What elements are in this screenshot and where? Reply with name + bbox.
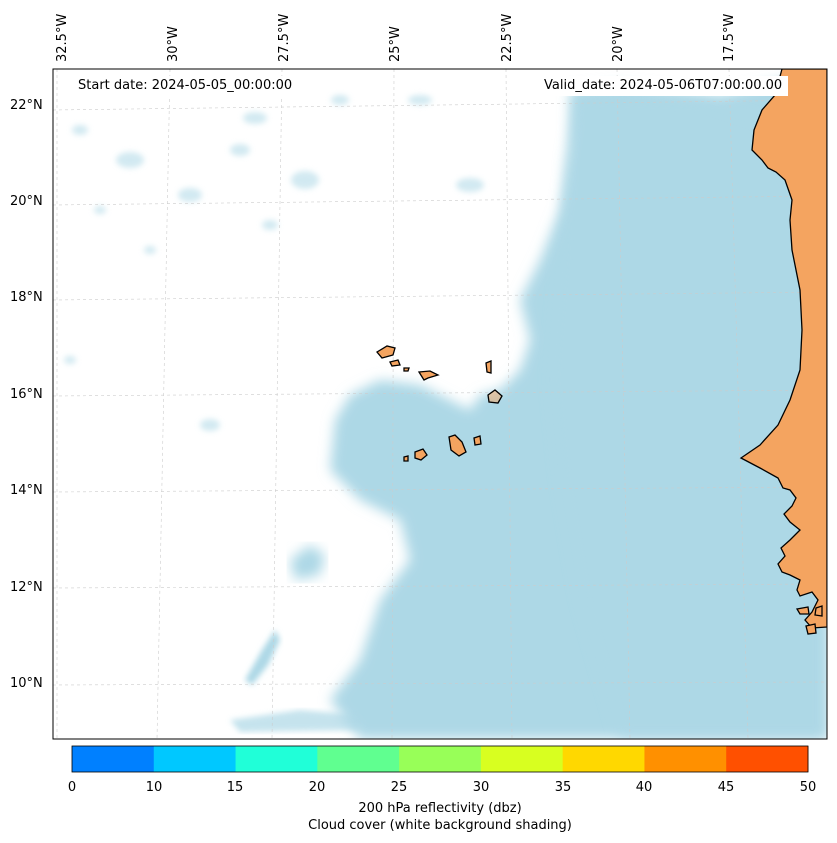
colorbar-segment: [317, 746, 400, 772]
island-santo-antao: [376, 345, 396, 359]
island-santiago: [448, 434, 467, 457]
colorbar-segment: [153, 746, 237, 772]
island-santa-luzia: [403, 367, 410, 372]
cloud-cover-layer: [64, 70, 827, 739]
cloud-west-streak: [245, 630, 280, 685]
island-brava: [403, 455, 409, 462]
graticule: [53, 69, 827, 739]
island-bijagos-3: [814, 605, 823, 617]
lon-label: 17.5°W: [722, 13, 737, 62]
colorbar-tick-label: 10: [145, 780, 163, 795]
colorbar-tick-label: 20: [308, 780, 326, 795]
cloud-west-patch: [290, 545, 325, 580]
lon-label: 32.5°W: [55, 13, 70, 62]
colorbar-tick-label: 40: [635, 780, 653, 795]
colorbar-tick-label: 45: [717, 780, 735, 795]
lon-label: 27.5°W: [277, 13, 292, 62]
colorbar-segment: [399, 746, 482, 772]
colorbar-tick-label: 25: [390, 780, 408, 795]
colorbar-tick-label: 0: [67, 780, 77, 795]
colorbar-frame: [71, 745, 809, 773]
cloud-specks: [64, 95, 484, 431]
lon-label: 25°W: [388, 26, 403, 62]
valid-date-label: Valid_date: 2024-05-06T07:00:00.00: [538, 76, 789, 96]
lon-label: 22.5°W: [500, 13, 515, 62]
island-fogo: [414, 448, 428, 461]
colorbar-segment: [235, 746, 318, 772]
lat-label: 10°N: [10, 676, 43, 691]
lon-label: 20°W: [611, 26, 626, 62]
island-maio: [473, 435, 482, 446]
land-layer: [376, 69, 827, 635]
cloud-east-haze: [550, 95, 827, 739]
cloud-south-band: [230, 710, 360, 732]
island-sao-vicente: [389, 359, 401, 367]
island-bijagos-2: [805, 623, 817, 635]
colorbar-segment: [726, 746, 809, 772]
lat-label: 14°N: [10, 483, 43, 498]
colorbar-tick-label: 30: [472, 780, 490, 795]
lat-label: 12°N: [10, 580, 43, 595]
lat-label: 22°N: [10, 98, 43, 113]
map-frame: [52, 68, 828, 740]
colorbar-label: 200 hPa reflectivity (dbz): [358, 801, 522, 816]
colorbar-tick-label: 50: [799, 780, 817, 795]
lat-label: 16°N: [10, 387, 43, 402]
colorbar: [72, 746, 809, 772]
africa-coastline: [739, 69, 827, 629]
colorbar-tick-label: 35: [554, 780, 572, 795]
colorbar-segment: [644, 746, 727, 772]
island-bijagos-1: [795, 606, 810, 615]
island-sal: [485, 360, 492, 374]
lon-label: 30°W: [166, 26, 181, 62]
colorbar-segment: [72, 746, 155, 772]
colorbar-segment: [480, 746, 564, 772]
island-boa-vista: [487, 389, 503, 404]
colorbar-sublabel: Cloud cover (white background shading): [308, 818, 572, 833]
island-sao-nicolau: [417, 370, 440, 381]
colorbar-segment: [562, 746, 645, 772]
lat-label: 18°N: [10, 290, 43, 305]
start-date-label: Start date: 2024-05-05_00:00:00: [72, 76, 299, 96]
colorbar-tick-label: 15: [226, 780, 244, 795]
lat-label: 20°N: [10, 194, 43, 209]
